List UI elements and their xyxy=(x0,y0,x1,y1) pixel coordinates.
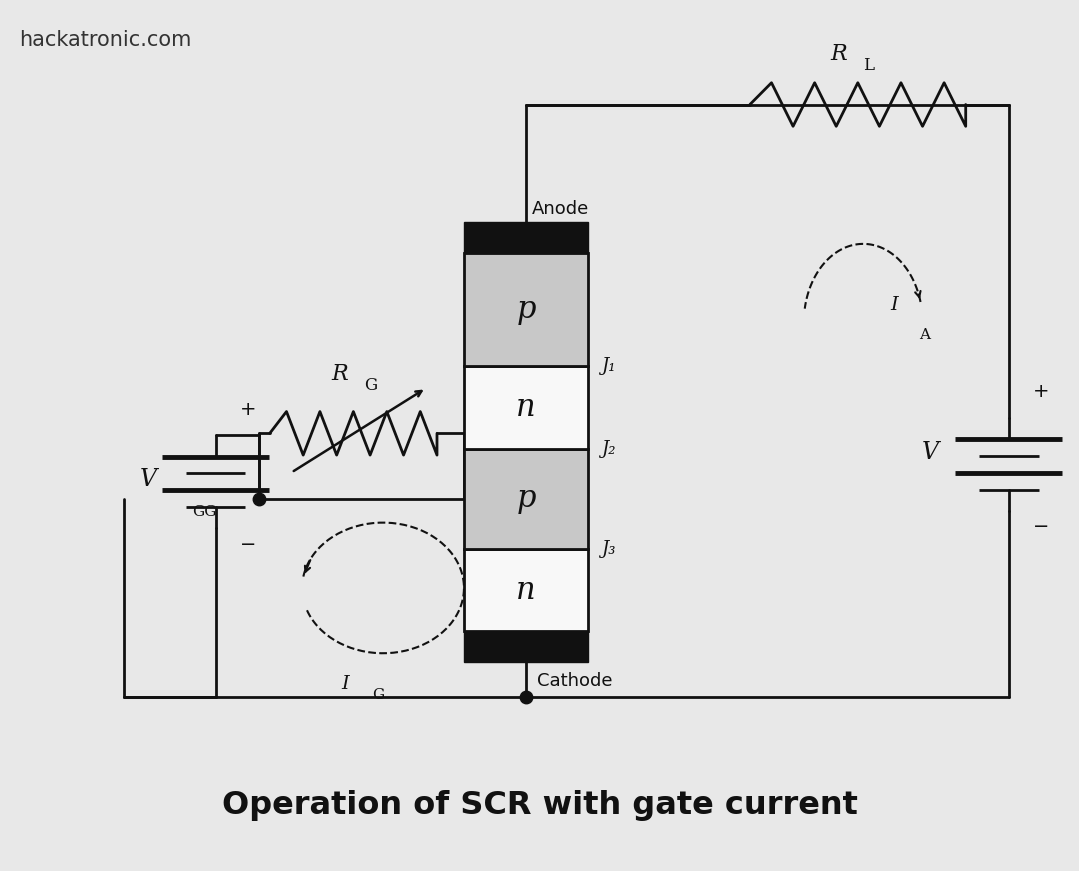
Text: Anode: Anode xyxy=(532,199,589,218)
Text: GG: GG xyxy=(192,505,217,519)
Text: R: R xyxy=(331,363,347,385)
Text: Operation of SCR with gate current: Operation of SCR with gate current xyxy=(221,790,858,821)
Text: J₃: J₃ xyxy=(601,540,615,557)
Text: I: I xyxy=(341,675,350,693)
Text: A: A xyxy=(919,328,930,342)
Text: +: + xyxy=(240,400,256,419)
Text: I: I xyxy=(890,296,898,314)
Text: −: − xyxy=(240,535,256,554)
Bar xyxy=(464,366,588,449)
Bar xyxy=(464,549,588,631)
Text: −: − xyxy=(1033,517,1049,537)
Text: V: V xyxy=(921,442,939,464)
Bar xyxy=(464,222,588,253)
Text: +: + xyxy=(1033,382,1049,402)
Text: R: R xyxy=(830,44,847,65)
Text: hackatronic.com: hackatronic.com xyxy=(19,30,192,51)
Text: J₁: J₁ xyxy=(601,357,615,375)
Text: G: G xyxy=(365,377,378,394)
Bar xyxy=(464,449,588,549)
Text: p: p xyxy=(516,483,536,514)
Text: n: n xyxy=(516,575,536,605)
Text: V: V xyxy=(139,468,156,490)
Bar xyxy=(464,253,588,366)
Text: n: n xyxy=(516,392,536,422)
Text: G: G xyxy=(372,688,384,702)
Text: p: p xyxy=(516,294,536,325)
Bar xyxy=(464,631,588,662)
Text: J₂: J₂ xyxy=(601,440,615,457)
Text: Cathode: Cathode xyxy=(537,672,612,691)
Text: L: L xyxy=(863,57,874,74)
